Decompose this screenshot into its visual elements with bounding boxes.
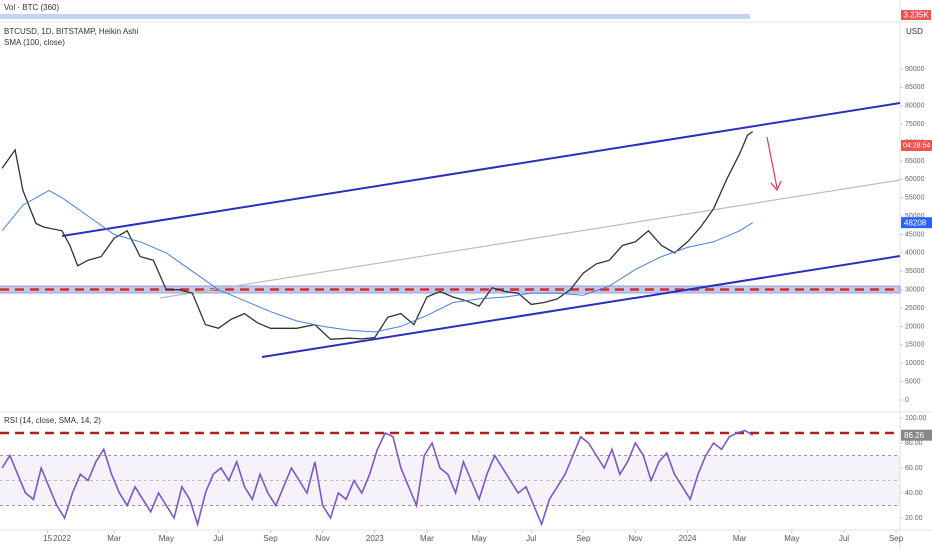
volume-last: 3.235K [903, 11, 929, 20]
y-tick-label: 50000 [905, 213, 925, 220]
y-tick-label: 80.00 [905, 440, 923, 447]
y-tick-label: 25000 [905, 305, 925, 312]
x-tick-label: May [471, 534, 486, 543]
volume-strip [0, 14, 750, 19]
y-tick-label: 20000 [905, 323, 925, 330]
y-tick-label: 65000 [905, 158, 925, 165]
series-line [1, 429, 754, 528]
y-tick-label: 60000 [905, 176, 925, 183]
y-tick-label: 100.00 [905, 415, 927, 422]
x-tick-label: Nov [628, 534, 642, 543]
y-tick-label: 35000 [905, 268, 925, 275]
y-tick-label: 40.00 [905, 490, 923, 497]
y-tick-label: 75000 [905, 121, 925, 128]
y-tick-label: 40000 [905, 250, 925, 257]
x-tick-label: 2024 [679, 534, 697, 543]
arrow [766, 136, 778, 189]
y-tick-label: 20.00 [905, 515, 923, 522]
y-tick-label: 80000 [905, 103, 925, 110]
volume-label: Vol · BTC (360) [4, 3, 59, 12]
y-tick-label: 45000 [905, 231, 925, 238]
rsi-title: RSI (14, close, SMA, 14, 2) [4, 416, 101, 425]
volume-badge [901, 10, 931, 20]
x-tick-label: 15 [43, 534, 52, 543]
x-tick-label: Jul [213, 534, 223, 543]
x-tick-label: 2022 [53, 534, 71, 543]
y-tick-label: 0 [905, 397, 909, 404]
x-tick-label: May [159, 534, 174, 543]
y-tick-label: 15000 [905, 342, 925, 349]
x-tick-label: Sep [576, 534, 591, 543]
y-tick-label: 10000 [905, 360, 925, 367]
y-tick-label: 60.00 [905, 465, 923, 472]
last-value: 86.26 [904, 431, 925, 440]
y-tick-label: 55000 [905, 195, 925, 202]
series-line [1, 189, 753, 333]
series-line [1, 130, 754, 340]
x-tick-label: Mar [733, 534, 747, 543]
x-tick-label: 2023 [366, 534, 384, 543]
chart-title: BTCUSD, 1D, BITSTAMP, Heikin Ashi [4, 27, 139, 36]
sma-legend: SMA (100, close) [4, 38, 65, 47]
last-value-badge [901, 429, 932, 441]
x-tick-label: Sep [889, 534, 904, 543]
mid-channel [159, 179, 901, 299]
x-tick-label: Sep [263, 534, 278, 543]
x-tick-label: May [784, 534, 799, 543]
y-tick-label: 85000 [905, 84, 925, 91]
countdown: 04:28:54 [903, 142, 930, 149]
y-tick-label: 30000 [905, 287, 925, 294]
x-tick-label: Mar [107, 534, 121, 543]
currency: USD [906, 27, 923, 36]
x-tick-label: Jul [526, 534, 536, 543]
y-tick-label: 90000 [905, 66, 925, 73]
x-tick-label: Nov [316, 534, 330, 543]
x-tick-label: Jul [839, 534, 849, 543]
x-tick-label: Mar [420, 534, 434, 543]
y-tick-label: 5000 [905, 378, 921, 385]
arrow-head [770, 180, 782, 192]
upper-channel [61, 102, 901, 237]
last-value: 48208 [904, 218, 927, 227]
last-value-badge [901, 217, 932, 229]
lower-channel [261, 255, 901, 358]
countdown-badge [901, 140, 932, 151]
